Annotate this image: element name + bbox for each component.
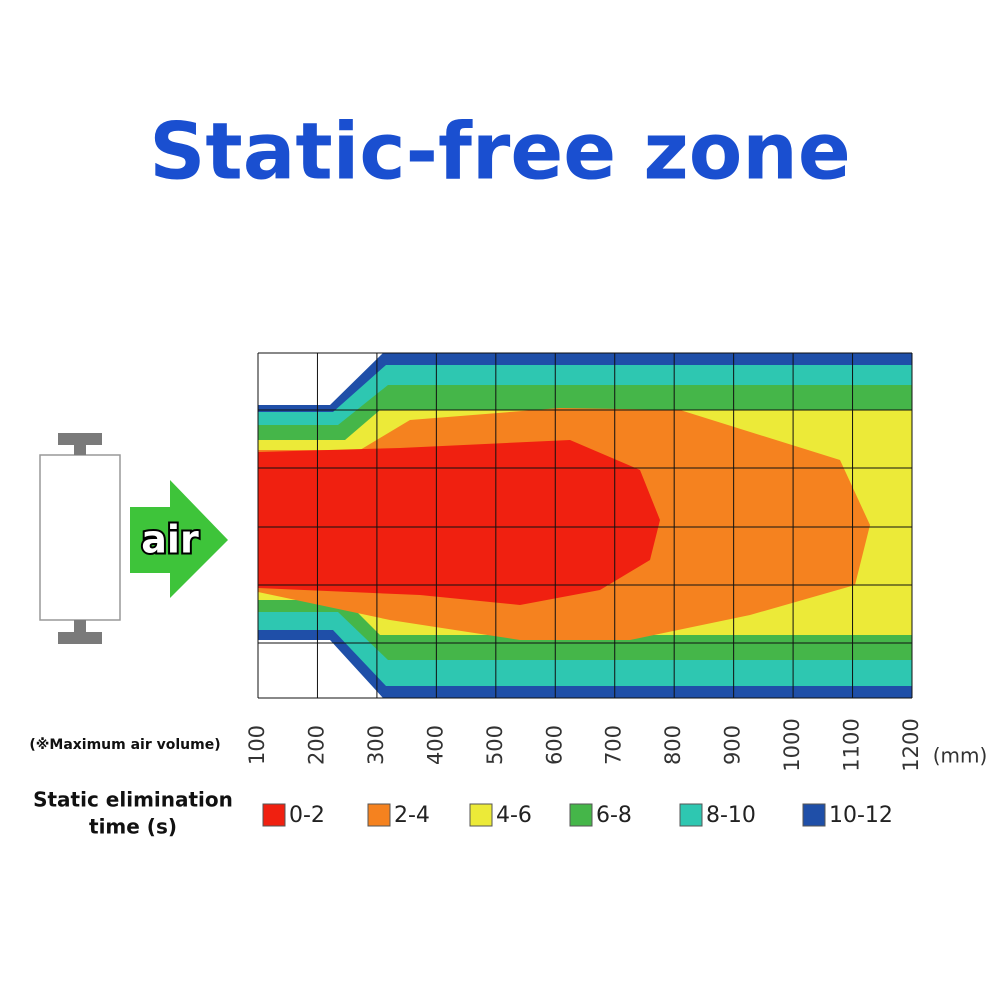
zones [258, 353, 912, 698]
zone [258, 440, 660, 605]
axis-label: 300 [364, 725, 388, 765]
legend-label: 6-8 [596, 803, 632, 828]
device-cap [74, 620, 86, 632]
axis-label: 1200 [899, 718, 923, 771]
title: Static-free zone [149, 107, 851, 197]
axis-label: 1100 [840, 718, 864, 771]
legend-label: 4-6 [496, 803, 532, 828]
grid [257, 352, 913, 699]
device [39, 433, 121, 644]
legend-swatch [262, 803, 286, 827]
axis-label: 500 [483, 725, 507, 765]
device-cap [74, 445, 86, 455]
legend-title: time (s) [89, 815, 177, 839]
air-label: air [141, 518, 199, 562]
legend-swatch [802, 803, 826, 827]
axis-note: (※Maximum air volume) [29, 737, 220, 753]
legend: 0-2 2-4 4-6 6-8 8-10 10-12 [262, 803, 893, 828]
axis-label: 900 [721, 725, 745, 765]
legend-title: Static elimination [33, 788, 233, 812]
axis-label: 600 [542, 725, 566, 765]
axis-label: 800 [661, 725, 685, 765]
axis-unit: (mm) [933, 744, 988, 768]
legend-swatch [469, 803, 493, 827]
legend-label: 10-12 [829, 803, 893, 828]
axis-labels: 100 200 300 400 500 600 700 800 900 1000 1100 1200 [245, 718, 923, 771]
legend-swatch [569, 803, 593, 827]
legend-label: 2-4 [394, 803, 430, 828]
legend-label: 0-2 [289, 803, 325, 828]
axis-label: 700 [602, 725, 626, 765]
air-arrow [130, 480, 228, 598]
axis-label: 1000 [780, 718, 804, 771]
axis-label: 400 [423, 725, 447, 765]
axis-label: 200 [304, 725, 328, 765]
device-cap [58, 632, 102, 644]
legend-swatch [679, 803, 703, 827]
device-cap [58, 433, 102, 445]
legend-swatch [367, 803, 391, 827]
device-body [39, 454, 121, 621]
legend-label: 8-10 [706, 803, 756, 828]
axis-label: 100 [245, 725, 269, 765]
